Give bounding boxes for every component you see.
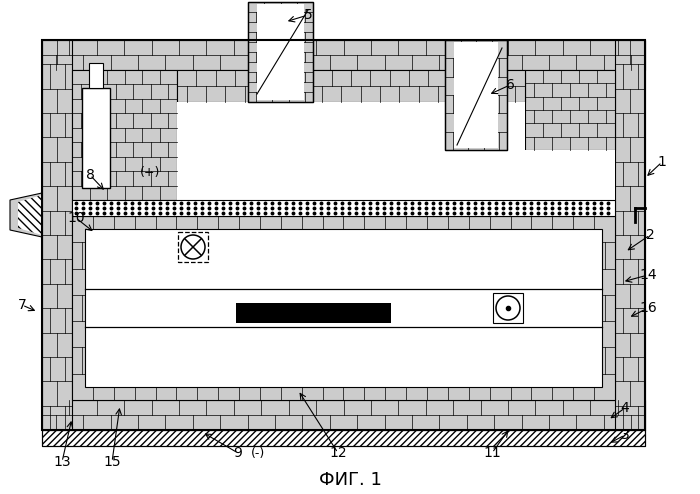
Bar <box>85 229 602 387</box>
Bar <box>42 40 72 430</box>
Bar <box>89 63 103 88</box>
Bar <box>42 400 645 430</box>
Polygon shape <box>18 195 42 235</box>
Bar <box>42 40 645 70</box>
Bar <box>177 102 525 200</box>
Bar <box>248 2 313 102</box>
Bar <box>525 70 615 150</box>
Text: 5: 5 <box>304 8 312 22</box>
Bar <box>493 293 523 323</box>
Bar <box>445 40 507 150</box>
Bar <box>615 40 645 430</box>
Bar <box>42 430 645 446</box>
Text: 13: 13 <box>53 455 71 469</box>
Bar <box>178 232 208 262</box>
Text: (-): (-) <box>251 447 265 459</box>
Text: 4: 4 <box>621 401 629 415</box>
Bar <box>72 70 177 200</box>
Bar <box>257 4 304 100</box>
Bar <box>525 150 615 200</box>
Text: (+): (+) <box>140 165 160 178</box>
Bar <box>454 42 498 148</box>
Bar <box>72 216 615 400</box>
Text: 14: 14 <box>639 268 657 282</box>
Text: 12: 12 <box>329 446 346 460</box>
Text: ФИГ. 1: ФИГ. 1 <box>318 471 382 489</box>
Text: 8: 8 <box>85 168 94 182</box>
Bar <box>236 303 391 323</box>
Polygon shape <box>10 193 42 237</box>
Bar <box>82 88 110 188</box>
Text: 1: 1 <box>657 155 666 169</box>
Bar <box>177 70 525 102</box>
Circle shape <box>496 296 520 320</box>
Text: 2: 2 <box>645 228 654 242</box>
Text: 3: 3 <box>621 428 629 442</box>
Text: 11: 11 <box>483 446 501 460</box>
Text: 16: 16 <box>639 301 657 315</box>
Bar <box>72 200 615 216</box>
Text: 9: 9 <box>234 446 242 460</box>
Bar <box>42 430 645 446</box>
Bar <box>248 2 313 102</box>
Text: 15: 15 <box>103 455 121 469</box>
Bar <box>42 40 645 430</box>
Circle shape <box>181 235 205 259</box>
Text: 10: 10 <box>67 211 85 225</box>
Bar <box>445 40 507 150</box>
Text: 6: 6 <box>505 78 514 92</box>
Text: 7: 7 <box>18 298 27 312</box>
